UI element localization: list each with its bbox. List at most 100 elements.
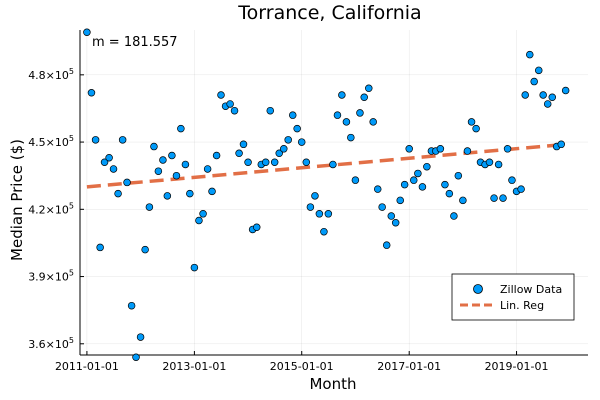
data-point [329, 160, 337, 169]
y-axis-label: Median Price ($) [8, 139, 26, 261]
data-point [414, 169, 422, 178]
data-point [324, 210, 333, 218]
data-point [539, 91, 547, 99]
data-point [400, 180, 409, 189]
data-point [463, 147, 472, 155]
x-axis-label: Month [309, 375, 356, 393]
data-point [297, 138, 306, 146]
data-point [356, 109, 364, 117]
data-point [270, 158, 279, 166]
data-point [83, 28, 91, 36]
data-point [163, 192, 172, 200]
data-point [208, 187, 216, 196]
y-tick-label: 4.8×105 [28, 67, 74, 82]
data-point [557, 140, 565, 149]
data-point [239, 140, 248, 149]
data-point [338, 91, 346, 99]
data-point [365, 84, 373, 93]
data-point [127, 301, 136, 310]
data-point [302, 158, 311, 166]
data-point [485, 158, 494, 166]
data-point [114, 189, 122, 198]
data-point [311, 192, 319, 200]
regression-line [86, 142, 566, 189]
data-point [252, 223, 261, 231]
data-point [87, 89, 96, 97]
data-point [280, 145, 288, 153]
data-point [373, 185, 382, 193]
data-point [159, 156, 167, 164]
data-point [315, 210, 324, 218]
chart-title: Torrance, California [237, 2, 421, 24]
data-point [459, 196, 467, 205]
data-point [369, 118, 377, 126]
data-point [96, 243, 104, 252]
regression-line-group [86, 142, 566, 189]
data-point [230, 106, 239, 115]
data-point [118, 136, 127, 144]
data-point [195, 216, 203, 225]
data-point [410, 176, 418, 184]
data-point [212, 151, 221, 160]
data-point [177, 124, 185, 133]
data-point [91, 136, 100, 144]
data-point [418, 183, 427, 191]
data-point [445, 189, 454, 198]
data-point [467, 118, 476, 126]
data-point [266, 106, 275, 115]
data-point [217, 91, 225, 99]
data-point [517, 185, 525, 193]
data-point [186, 189, 194, 198]
data-point [145, 203, 154, 211]
data-point [132, 353, 140, 361]
data-point [275, 149, 283, 158]
data-point [472, 124, 480, 133]
data-point [494, 160, 503, 169]
data-point [154, 167, 163, 175]
data-point [235, 149, 243, 158]
x-tick-label: 2019-01-01 [485, 360, 549, 373]
data-point [503, 145, 512, 153]
data-point [436, 145, 445, 153]
data-point [320, 227, 328, 236]
data-point [534, 66, 543, 75]
slope-annotation: m = 181.557 [92, 35, 178, 50]
data-point [306, 203, 315, 211]
data-point [293, 124, 301, 133]
data-point [347, 133, 355, 142]
data-point [360, 93, 368, 101]
data-point [530, 77, 538, 86]
data-point [289, 111, 297, 119]
data-point [136, 333, 145, 341]
axes [79, 30, 588, 356]
data-point [100, 158, 109, 166]
data-point [109, 165, 118, 173]
data-point [172, 171, 181, 180]
y-tick-label: 4.5×105 [28, 134, 74, 149]
data-point [387, 212, 396, 220]
data-point [141, 245, 149, 254]
x-tick-label: 2015-01-01 [270, 360, 334, 373]
legend-box [451, 273, 575, 321]
data-point [190, 263, 199, 272]
data-point [382, 241, 391, 249]
data-point [454, 171, 463, 180]
data-point [561, 86, 570, 95]
y-tick-label: 3.6×105 [28, 336, 74, 351]
data-point [508, 176, 516, 184]
y-tick-label: 3.9×105 [28, 269, 74, 284]
ticks: 2011-01-01 2013-01-01 2015-01-01 2017-01-01… [28, 67, 548, 373]
legend: Zillow Data Lin. Reg [451, 273, 575, 321]
legend-label-linreg: Lin. Reg [500, 299, 544, 312]
data-point [123, 178, 131, 187]
data-point [351, 176, 360, 184]
data-point [548, 93, 557, 101]
data-point [521, 91, 529, 99]
x-tick-label: 2011-01-01 [55, 360, 119, 373]
x-tick-label: 2017-01-01 [377, 360, 441, 373]
data-point [499, 194, 507, 202]
data-point [333, 111, 342, 119]
data-point [391, 219, 400, 227]
